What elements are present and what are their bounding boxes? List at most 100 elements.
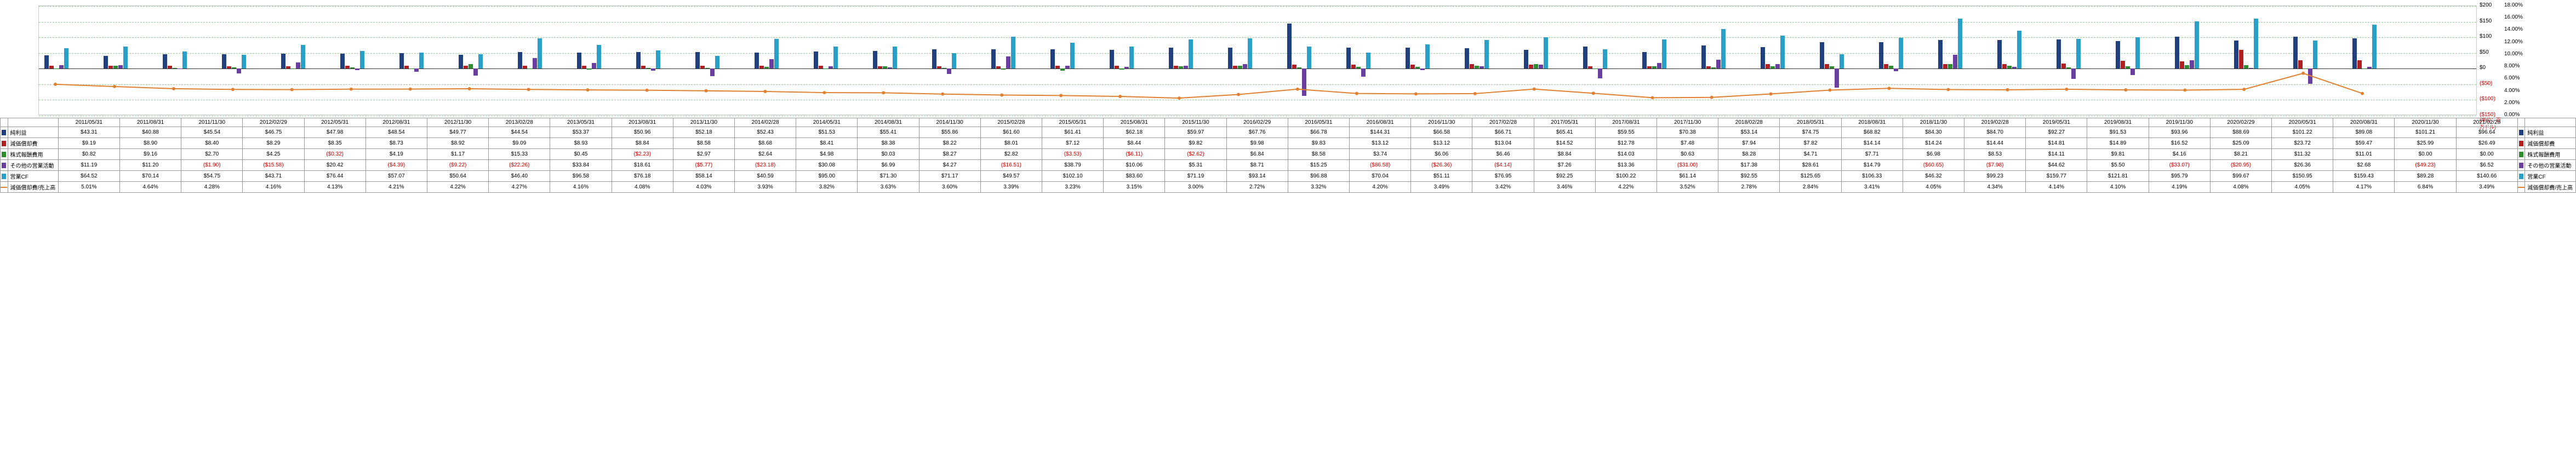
bar-other_op: [1243, 64, 1247, 69]
bar-stock_comp: [764, 67, 769, 68]
cell: $6.99: [858, 160, 919, 171]
series-label: 減価償却費: [8, 138, 58, 149]
cell: $4.71: [1780, 149, 1841, 160]
bar-stock_comp: [1889, 66, 1893, 68]
period-header: 2013/11/30: [673, 118, 734, 127]
cell: 4.21%: [365, 182, 427, 193]
bar-stock_comp: [232, 67, 236, 68]
period-header: 2017/11/30: [1657, 118, 1718, 127]
bar-other_op: [1361, 68, 1366, 77]
bar-net_income: [1701, 45, 1706, 69]
bar-net_income: [340, 54, 345, 69]
cell: $121.81: [2087, 171, 2149, 182]
cell: $65.41: [1534, 127, 1595, 138]
bar-op_cf: [1721, 29, 1726, 68]
cell: $88.69: [2210, 127, 2271, 138]
cell: $43.31: [58, 127, 119, 138]
cell: $17.38: [1718, 160, 1780, 171]
cell: $7.71: [1841, 149, 1903, 160]
bar-deprec: [2061, 64, 2066, 68]
bar-other_op: [1124, 67, 1129, 68]
bar-net_income: [459, 55, 463, 68]
cell: ($49.23): [2395, 160, 2456, 171]
bar-op_cf: [2254, 19, 2258, 68]
bar-other_op: [769, 59, 774, 68]
bar-op_cf: [2372, 25, 2377, 68]
bar-stock_comp: [1356, 67, 1361, 68]
bar-other_op: [2131, 68, 2135, 75]
bar-deprec: [1529, 65, 1533, 68]
bar-deprec: [108, 66, 113, 68]
cell: $15.25: [1288, 160, 1349, 171]
cell: $9.83: [1288, 138, 1349, 149]
cell: 3.41%: [1841, 182, 1903, 193]
cell: $13.12: [1411, 138, 1472, 149]
bar-op_cf: [1307, 47, 1311, 68]
bar-deprec: [1470, 64, 1474, 68]
cell: $7.48: [1657, 138, 1718, 149]
y-axis-left: ($150)($100)($50)$0$50$100$150$200(単位：百万…: [2480, 5, 2501, 115]
cell: $9.82: [1165, 138, 1226, 149]
bar-deprec: [2002, 64, 2007, 69]
bar-deprec: [1647, 66, 1652, 69]
cell: $18.61: [612, 160, 673, 171]
period-header: 2021/02/28: [2456, 118, 2517, 127]
cell: $5.50: [2087, 160, 2149, 171]
bar-other_op: [1006, 56, 1010, 68]
bar-deprec: [1884, 64, 1888, 68]
cell: $52.43: [734, 127, 796, 138]
bar-deprec: [345, 66, 350, 68]
period-header: 2014/05/31: [796, 118, 858, 127]
cell: $47.98: [304, 127, 365, 138]
cell: $53.37: [550, 127, 612, 138]
cell: $13.04: [1472, 138, 1534, 149]
period-header: 2019/05/31: [2026, 118, 2087, 127]
data-table: 2011/05/312011/08/312011/11/302012/02/29…: [0, 118, 2576, 193]
cell: $59.55: [1595, 127, 1657, 138]
cell: $11.19: [58, 160, 119, 171]
cell: $26.49: [2456, 138, 2517, 149]
bar-other_op: [947, 68, 951, 73]
period-header: 2012/08/31: [365, 118, 427, 127]
cell: $96.58: [550, 171, 612, 182]
bar-stock_comp: [824, 68, 828, 69]
cell: $58.14: [673, 171, 734, 182]
bar-stock_comp: [469, 64, 473, 69]
bar-other_op: [2367, 67, 2372, 69]
bar-net_income: [2234, 41, 2238, 68]
cell: $59.47: [2333, 138, 2395, 149]
period-header: 2017/08/31: [1595, 118, 1657, 127]
cell: $74.75: [1780, 127, 1841, 138]
bar-stock_comp: [291, 68, 295, 69]
bar-net_income: [873, 51, 877, 68]
period-header: 2020/02/29: [2210, 118, 2271, 127]
period-header: 2020/05/31: [2272, 118, 2333, 127]
cell: 3.49%: [1411, 182, 1472, 193]
bar-stock_comp: [113, 66, 118, 68]
bar-op_cf: [2313, 41, 2317, 68]
cell: 6.84%: [2395, 182, 2456, 193]
bar-op_cf: [1603, 49, 1607, 68]
cell: ($20.95): [2210, 160, 2271, 171]
cell: $57.07: [365, 171, 427, 182]
cell: $38.79: [1042, 160, 1103, 171]
bar-other_op: [1480, 66, 1484, 68]
bar-other_op: [829, 66, 833, 68]
bar-deprec: [2121, 61, 2125, 68]
cell: $7.26: [1534, 160, 1595, 171]
bar-op_cf: [893, 47, 897, 69]
bar-deprec: [700, 66, 705, 68]
cell: $11.20: [119, 160, 181, 171]
cell: $71.19: [1165, 171, 1226, 182]
series-label: 純利益: [8, 127, 58, 138]
cell: $83.60: [1104, 171, 1165, 182]
cell: $125.65: [1780, 171, 1841, 182]
cell: $76.44: [304, 171, 365, 182]
bar-op_cf: [123, 47, 128, 68]
cell: ($6.11): [1104, 149, 1165, 160]
cell: $8.40: [181, 138, 243, 149]
bar-stock_comp: [705, 68, 710, 69]
period-header: 2016/08/31: [1350, 118, 1411, 127]
cell: ($5.77): [673, 160, 734, 171]
period-header: 2020/08/31: [2333, 118, 2395, 127]
